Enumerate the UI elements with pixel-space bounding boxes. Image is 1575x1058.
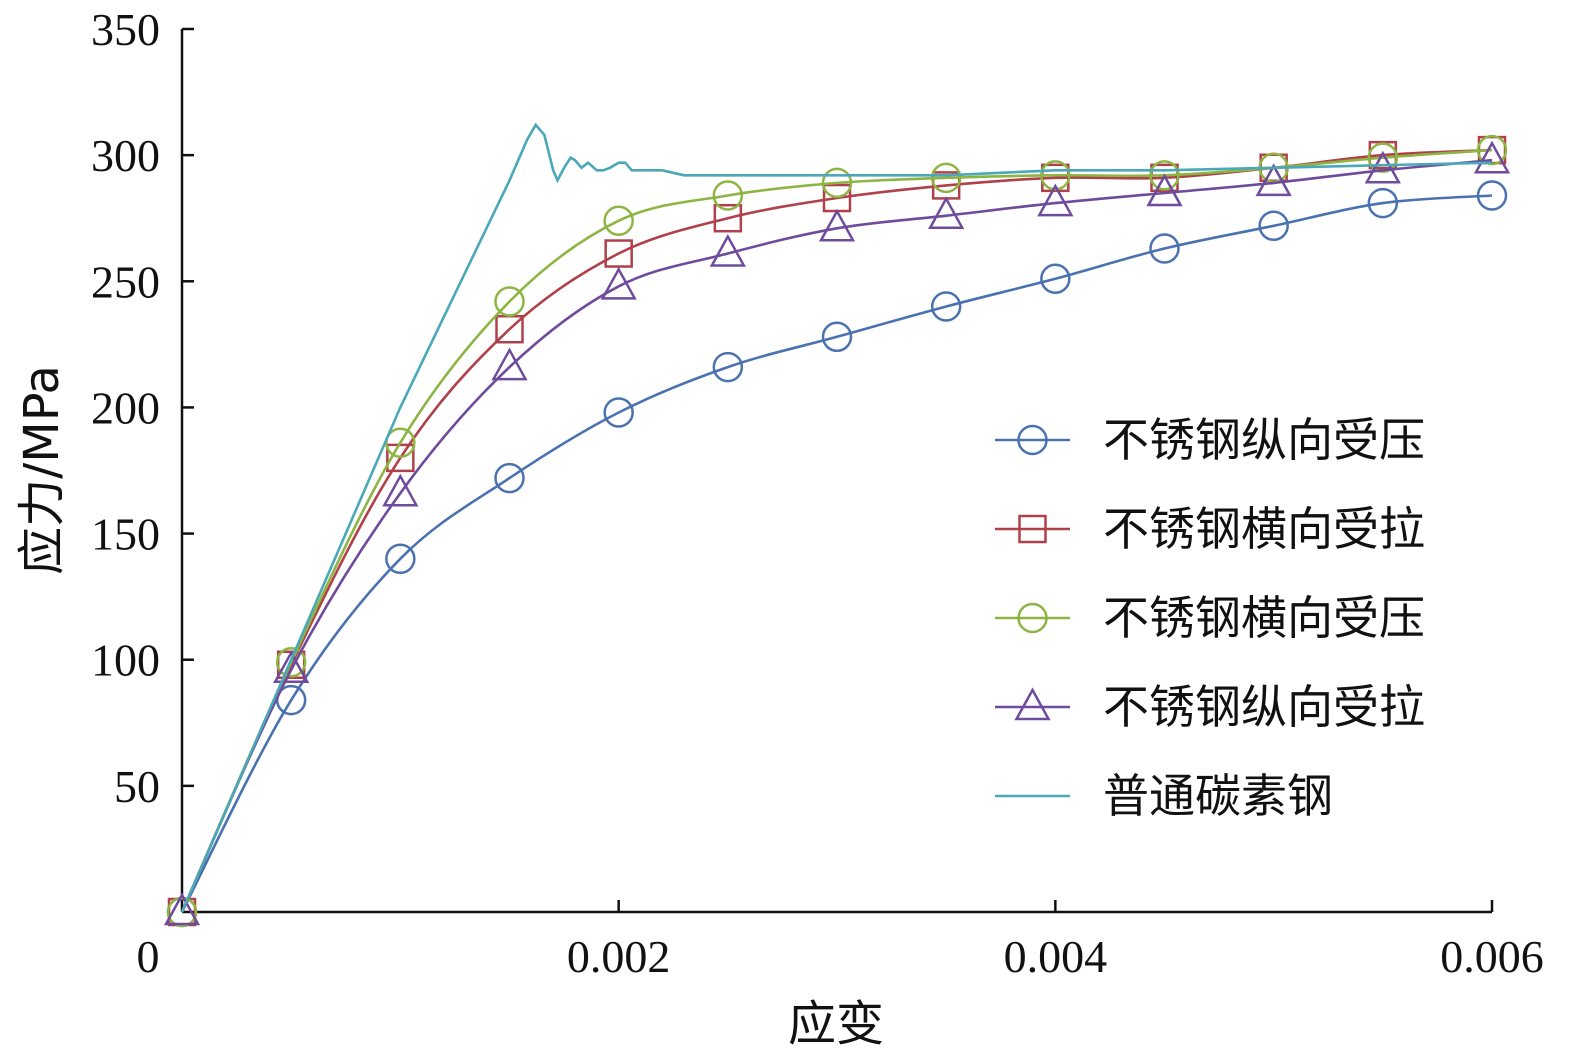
axes: 0 0.002 0.004 0.006 50 100 150 200 250 300 350 应变…: [14, 4, 1544, 1052]
x-tick-label: 0.004: [1004, 931, 1108, 982]
data-point-triangle: [1146, 173, 1183, 207]
data-point-circle: [603, 397, 634, 428]
legend-marker-triangle: [1014, 687, 1051, 721]
legend-marker-circle: [1017, 602, 1048, 634]
data-point-triangle: [491, 347, 528, 381]
data-point-circle: [1149, 160, 1180, 191]
x-axis-title: 应变: [788, 996, 884, 1052]
data-point-triangle: [1255, 163, 1292, 197]
data-point-circle: [930, 291, 962, 322]
y-axis-title: 应力/MPa: [14, 365, 70, 575]
data-point-circle: [603, 205, 634, 236]
data-point-triangle: [1364, 150, 1401, 184]
y-tick-label: 200: [91, 382, 160, 433]
y-tick-label: 150: [91, 509, 160, 560]
x-tick-label: 0.002: [567, 931, 671, 982]
data-point-square: [713, 203, 743, 233]
y-tick-label: 100: [91, 635, 160, 686]
data-point-triangle: [163, 892, 201, 926]
data-point-circle: [821, 321, 853, 353]
x-ticks: 0 0.002 0.004 0.006: [137, 900, 1544, 982]
series-line: [180, 194, 1493, 913]
data-point-circle: [712, 351, 744, 383]
data-point-circle: [494, 462, 525, 494]
data-point-circle: [1367, 187, 1399, 219]
data-point-triangle: [600, 266, 637, 300]
data-point-triangle: [709, 233, 746, 267]
data-point-triangle: [1473, 140, 1511, 174]
legend-label: 不锈钢横向受压: [1103, 591, 1425, 645]
legend-item: 不锈钢横向受压: [995, 591, 1425, 645]
data-point-circle: [1258, 210, 1289, 242]
legend-label: 不锈钢纵向受压: [1103, 413, 1425, 467]
y-tick-label: 350: [91, 4, 160, 55]
data-point-triangle: [1037, 183, 1074, 217]
legend-item: 不锈钢纵向受压: [995, 413, 1425, 467]
series-4: [163, 140, 1511, 926]
series-line: [180, 122, 1493, 913]
data-point-circle: [712, 180, 744, 211]
data-point-circle: [1149, 233, 1180, 264]
data-point-circle: [930, 162, 962, 194]
x-tick-label: 0.006: [1440, 931, 1544, 982]
series-line: [180, 158, 1493, 913]
data-point-circle: [494, 286, 525, 317]
series-1: [166, 180, 1508, 928]
data-point-triangle: [382, 473, 419, 507]
legend-label: 不锈钢纵向受拉: [1103, 680, 1425, 734]
x-tick-label: 0: [137, 931, 160, 982]
y-tick-label: 50: [114, 761, 160, 812]
data-point-circle: [1476, 134, 1508, 166]
legend-item: 不锈钢横向受拉: [995, 502, 1425, 556]
plot-area: [163, 122, 1511, 928]
data-point-circle: [821, 167, 853, 199]
data-point-circle: [1040, 160, 1071, 191]
data-point-square: [604, 239, 633, 268]
data-point-circle: [166, 896, 198, 928]
data-point-circle: [385, 543, 416, 575]
y-ticks: 50 100 150 200 250 300 350: [91, 4, 194, 812]
data-point-triangle: [818, 208, 856, 242]
legend-marker-circle: [1017, 424, 1048, 456]
legend-label: 普通碳素钢: [1103, 769, 1333, 823]
series-5: [180, 122, 1493, 913]
legend-item: 不锈钢纵向受拉: [995, 680, 1425, 734]
data-point-circle: [1040, 263, 1071, 295]
data-point-circle: [275, 646, 307, 678]
y-tick-label: 250: [91, 256, 160, 307]
data-point-triangle: [273, 650, 310, 684]
data-point-circle: [1367, 142, 1399, 173]
y-tick-label: 300: [91, 130, 160, 181]
legend-marker-square: [1018, 514, 1047, 544]
legend-item: 普通碳素钢: [995, 769, 1333, 823]
legend-label: 不锈钢横向受拉: [1103, 502, 1425, 556]
data-point-circle: [1476, 180, 1508, 211]
data-point-triangle: [928, 196, 965, 229]
